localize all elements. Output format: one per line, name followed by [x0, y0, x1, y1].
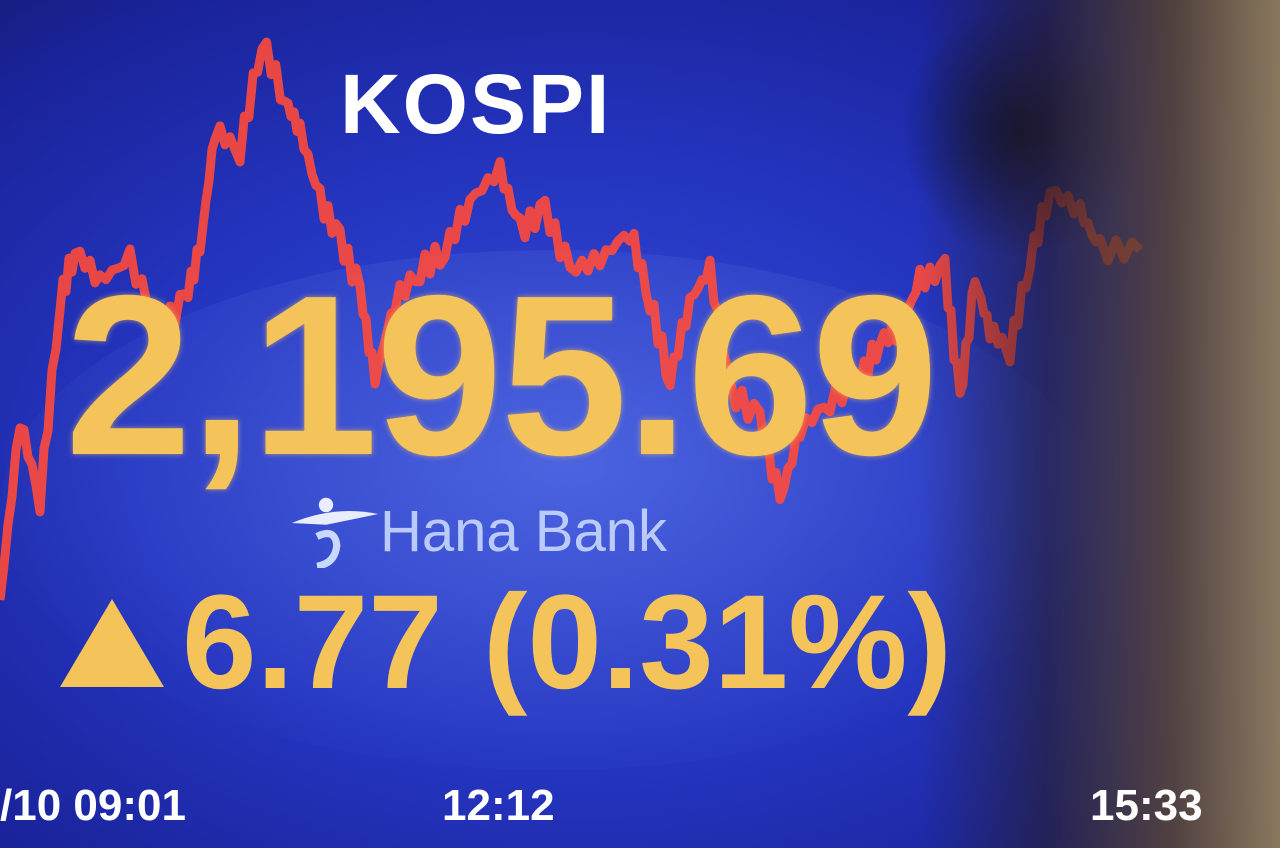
time-label-end: 15:33	[1090, 781, 1203, 830]
hana-logo-icon	[291, 497, 379, 568]
up-triangle-icon	[60, 599, 164, 687]
index-change: 6.77 (0.31%)	[60, 576, 952, 710]
change-percent: (0.31%)	[482, 568, 953, 717]
time-label-mid: 12:12	[442, 781, 555, 830]
world-map-background	[0, 250, 1100, 770]
index-value: 2,195.69	[65, 249, 939, 503]
index-title: KOSPI	[340, 57, 612, 151]
time-label-start: /10 09:01	[0, 781, 186, 830]
background-blur-right	[920, 0, 1280, 848]
change-value: 6.77	[182, 568, 443, 717]
sponsor-name: Hana Bank	[380, 499, 667, 564]
sponsor-logo: Hana Bank	[290, 496, 667, 568]
